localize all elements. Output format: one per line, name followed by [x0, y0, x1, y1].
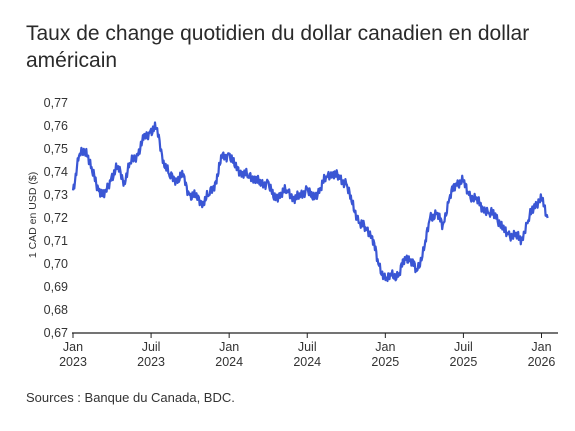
y-tick-label: 0,73: [44, 188, 68, 202]
chart-title: Taux de change quotidien du dollar canad…: [26, 22, 530, 72]
y-axis-label: 1 CAD en USD ($): [27, 172, 39, 258]
line-chart: 0,77 0,76 0,75 0,74 0,73 0,72 0,71 0,70 0,69 0,68…: [27, 96, 558, 369]
x-tick-label: Jan: [375, 340, 395, 354]
x-tick-label: 2025: [450, 355, 478, 369]
y-tick-label: 0,67: [44, 326, 68, 340]
y-tick-label: 0,72: [44, 211, 68, 225]
series-line: [71, 121, 549, 283]
source-note: Sources : Banque du Canada, BDC.: [26, 390, 235, 405]
x-tick-label: Jan: [531, 340, 551, 354]
y-tick-label: 0,74: [44, 165, 68, 179]
y-tick-label: 0,69: [44, 280, 68, 294]
x-axis-ticks: Jan2023Juil2023Jan2024Juil2024Jan2025Jui…: [59, 333, 555, 369]
x-tick-label: Juil: [298, 340, 317, 354]
y-tick-label: 0,76: [44, 119, 68, 133]
y-axis-ticks: 0,77 0,76 0,75 0,74 0,73 0,72 0,71 0,70 0,69 0,68…: [44, 96, 68, 340]
y-tick-label: 0,71: [44, 234, 68, 248]
x-tick-label: 2024: [215, 355, 243, 369]
x-tick-label: 2026: [528, 355, 556, 369]
x-tick-label: 2023: [137, 355, 165, 369]
x-tick-label: 2023: [59, 355, 87, 369]
y-tick-label: 0,68: [44, 303, 68, 317]
y-tick-label: 0,77: [44, 96, 68, 110]
y-tick-label: 0,75: [44, 142, 68, 156]
y-tick-label: 0,70: [44, 257, 68, 271]
x-tick-label: Juil: [142, 340, 161, 354]
x-tick-label: Juil: [454, 340, 473, 354]
x-tick-label: 2024: [293, 355, 321, 369]
x-tick-label: Jan: [219, 340, 239, 354]
x-tick-label: 2025: [371, 355, 399, 369]
x-tick-label: Jan: [63, 340, 83, 354]
